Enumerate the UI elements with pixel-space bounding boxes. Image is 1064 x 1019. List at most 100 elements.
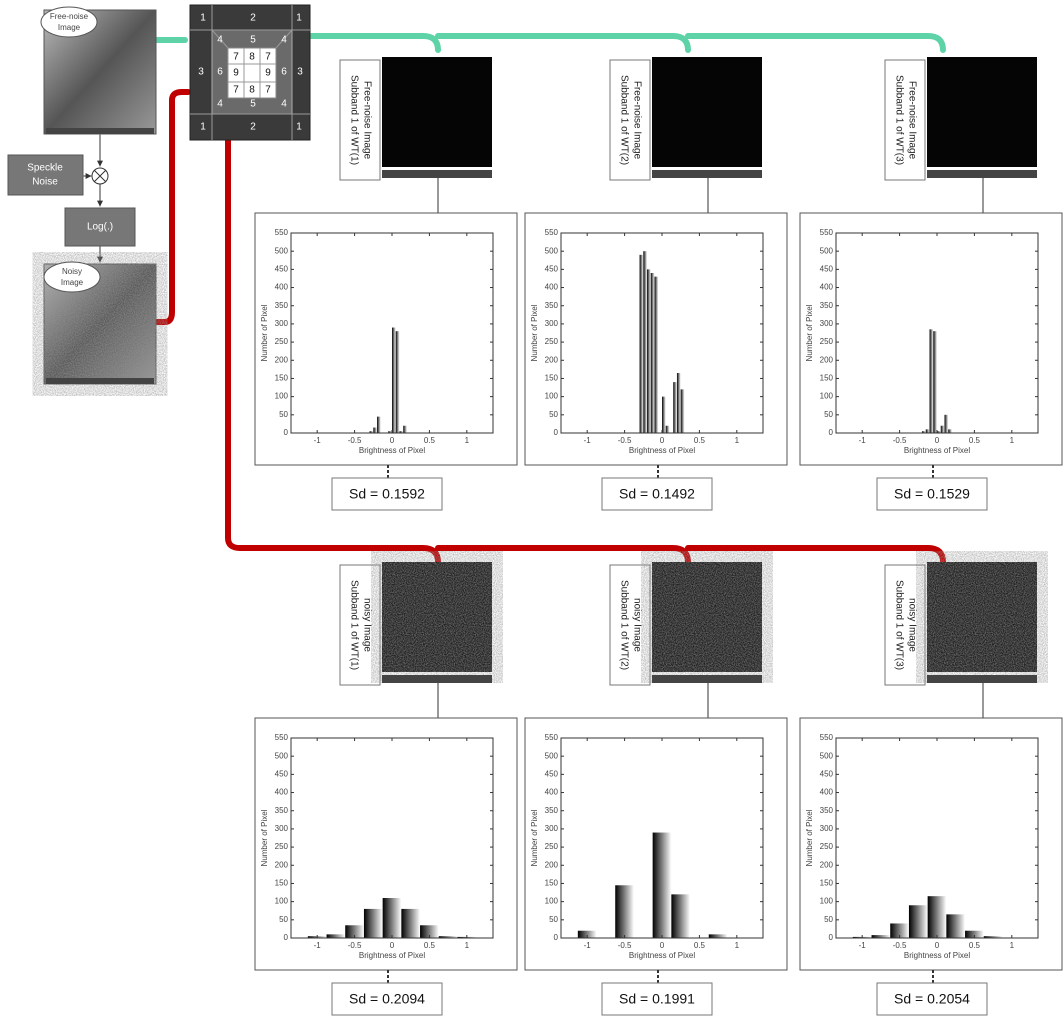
grid-cell-label: 7 (233, 52, 239, 63)
y-tick-label: 500 (545, 751, 559, 760)
y-axis-label: Number of Pixel (260, 304, 269, 361)
subband-label: noisy Image (906, 598, 917, 652)
green-branches (310, 36, 943, 50)
histogram-bar (396, 331, 400, 433)
x-tick-label: -1 (584, 941, 592, 950)
histogram-bar (640, 255, 644, 433)
y-tick-label: 550 (820, 228, 834, 237)
x-tick-label: -1 (314, 941, 322, 950)
y-tick-label: 0 (554, 428, 559, 437)
y-tick-label: 400 (275, 788, 289, 797)
y-tick-label: 0 (284, 933, 289, 942)
subband-label: Free-noise Image (631, 81, 642, 160)
y-tick-label: 450 (275, 264, 289, 273)
grid-cell-label: 2 (250, 122, 256, 133)
x-tick-label: 0 (660, 941, 665, 950)
x-tick-label: 0 (935, 436, 940, 445)
diagram: Free-noise Image Speckle Noise Log(.) No… (0, 0, 1064, 1019)
image-bar (652, 170, 762, 178)
sd-label: Sd = 0.1492 (619, 486, 695, 502)
y-tick-label: 350 (545, 301, 559, 310)
chart-frame (255, 213, 517, 465)
x-tick-label: 0.5 (424, 436, 436, 445)
x-tick-label: 1 (735, 436, 740, 445)
histogram-bar (671, 894, 690, 938)
subband-label: Subband 1 of WT(3) (893, 580, 904, 670)
y-tick-label: 300 (820, 824, 834, 833)
speckle-label: Speckle (27, 163, 63, 174)
y-tick-label: 200 (820, 860, 834, 869)
x-axis-label: Brightness of Pixel (904, 951, 970, 960)
subband-image (652, 57, 762, 167)
y-tick-label: 350 (275, 301, 289, 310)
x-tick-label: -0.5 (348, 436, 362, 445)
x-tick-label: 0.5 (969, 436, 981, 445)
grid-cell-label: 2 (250, 13, 256, 24)
histogram-bar (383, 898, 402, 938)
y-tick-label: 550 (275, 228, 289, 237)
histogram-bar (401, 909, 420, 938)
y-tick-label: 400 (545, 283, 559, 292)
grid-cell-label: 6 (281, 67, 287, 78)
image-bar (382, 170, 492, 178)
y-tick-label: 200 (820, 355, 834, 364)
y-tick-label: 100 (275, 392, 289, 401)
y-tick-label: 300 (820, 319, 834, 328)
panel: Subband 1 of WT(2)noisy Image05010015020… (525, 562, 787, 1015)
subband-label: noisy Image (631, 598, 642, 652)
y-tick-label: 0 (829, 933, 834, 942)
histogram-bar (677, 373, 681, 433)
x-tick-label: 1 (735, 941, 740, 950)
red-link (155, 92, 188, 322)
y-tick-label: 0 (284, 428, 289, 437)
sd-label: Sd = 0.2094 (349, 991, 425, 1007)
x-tick-label: -0.5 (893, 436, 907, 445)
y-tick-label: 50 (824, 915, 833, 924)
y-tick-label: 450 (820, 769, 834, 778)
x-tick-label: 0.5 (694, 941, 706, 950)
x-axis-label: Brightness of Pixel (359, 446, 425, 455)
noise-texture (652, 562, 762, 672)
grid-cell-label: 6 (217, 67, 223, 78)
histogram-bar (373, 428, 377, 433)
y-tick-label: 550 (545, 228, 559, 237)
sd-label: Sd = 0.2054 (894, 991, 970, 1007)
x-tick-label: 0.5 (969, 941, 981, 950)
histogram-bar (941, 426, 945, 433)
y-tick-label: 400 (820, 788, 834, 797)
y-tick-label: 150 (275, 879, 289, 888)
histogram-bar (653, 833, 672, 938)
y-tick-label: 50 (279, 410, 288, 419)
x-tick-label: 1 (1010, 941, 1015, 950)
y-tick-label: 550 (275, 733, 289, 742)
grid-cell-label: 1 (296, 122, 302, 133)
y-axis-label: Number of Pixel (805, 809, 814, 866)
grid-cell-label: 8 (249, 85, 255, 96)
image-bar (927, 170, 1037, 178)
y-tick-label: 550 (820, 733, 834, 742)
x-tick-label: -1 (584, 436, 592, 445)
histogram-bar (392, 328, 396, 433)
grid-cell-label: 8 (249, 52, 255, 63)
y-tick-label: 300 (545, 824, 559, 833)
panel: Subband 1 of WT(2)Free-noise Image050100… (525, 57, 787, 510)
grid-cell-label: 4 (281, 35, 287, 46)
y-tick-label: 250 (820, 842, 834, 851)
image-bar (652, 675, 762, 683)
y-axis-label: Number of Pixel (805, 304, 814, 361)
y-tick-label: 150 (820, 374, 834, 383)
y-tick-label: 450 (545, 769, 559, 778)
y-tick-label: 500 (820, 246, 834, 255)
clean-label: Free-noise (50, 12, 89, 21)
histogram-bar (928, 896, 947, 938)
y-tick-label: 150 (820, 879, 834, 888)
y-tick-label: 150 (545, 879, 559, 888)
y-tick-label: 350 (275, 806, 289, 815)
panel: Subband 1 of WT(1)noisy Image05010015020… (255, 562, 517, 1015)
histogram-bar (364, 909, 383, 938)
y-tick-label: 100 (820, 897, 834, 906)
grid-cell-label: 3 (297, 67, 303, 78)
x-tick-label: 0 (935, 941, 940, 950)
image-bar (46, 128, 154, 134)
